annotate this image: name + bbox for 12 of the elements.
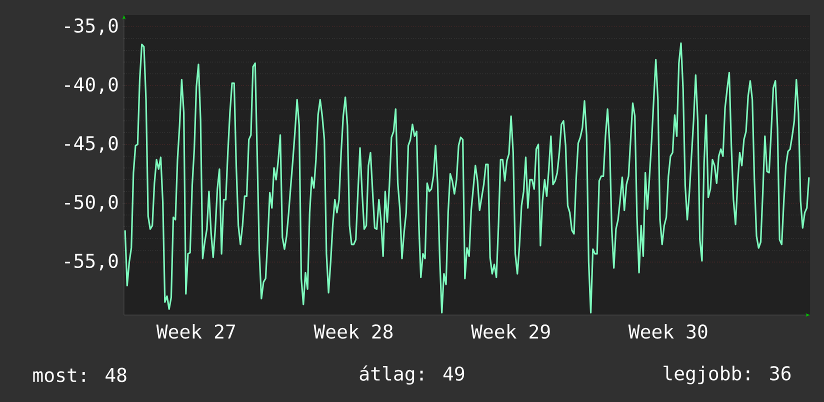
x-tick-label: Week 30	[628, 324, 708, 339]
text: átlag: 49	[360, 365, 464, 385]
y-tick-label: -50,0	[65, 194, 118, 212]
text: most: 48	[33, 368, 126, 382]
y-tick-label: -55,0	[65, 254, 118, 270]
x-tick-label: Week 29	[471, 324, 550, 339]
y-tick-label: -45,0	[65, 136, 118, 153]
x-tick-label: Week 27	[156, 324, 235, 339]
y-tick-label: -40,0	[65, 77, 118, 94]
y-tick-label: -35,0	[65, 18, 118, 36]
x-tick-label: Week 28	[314, 324, 393, 339]
text: legjobb: 36	[664, 366, 791, 384]
